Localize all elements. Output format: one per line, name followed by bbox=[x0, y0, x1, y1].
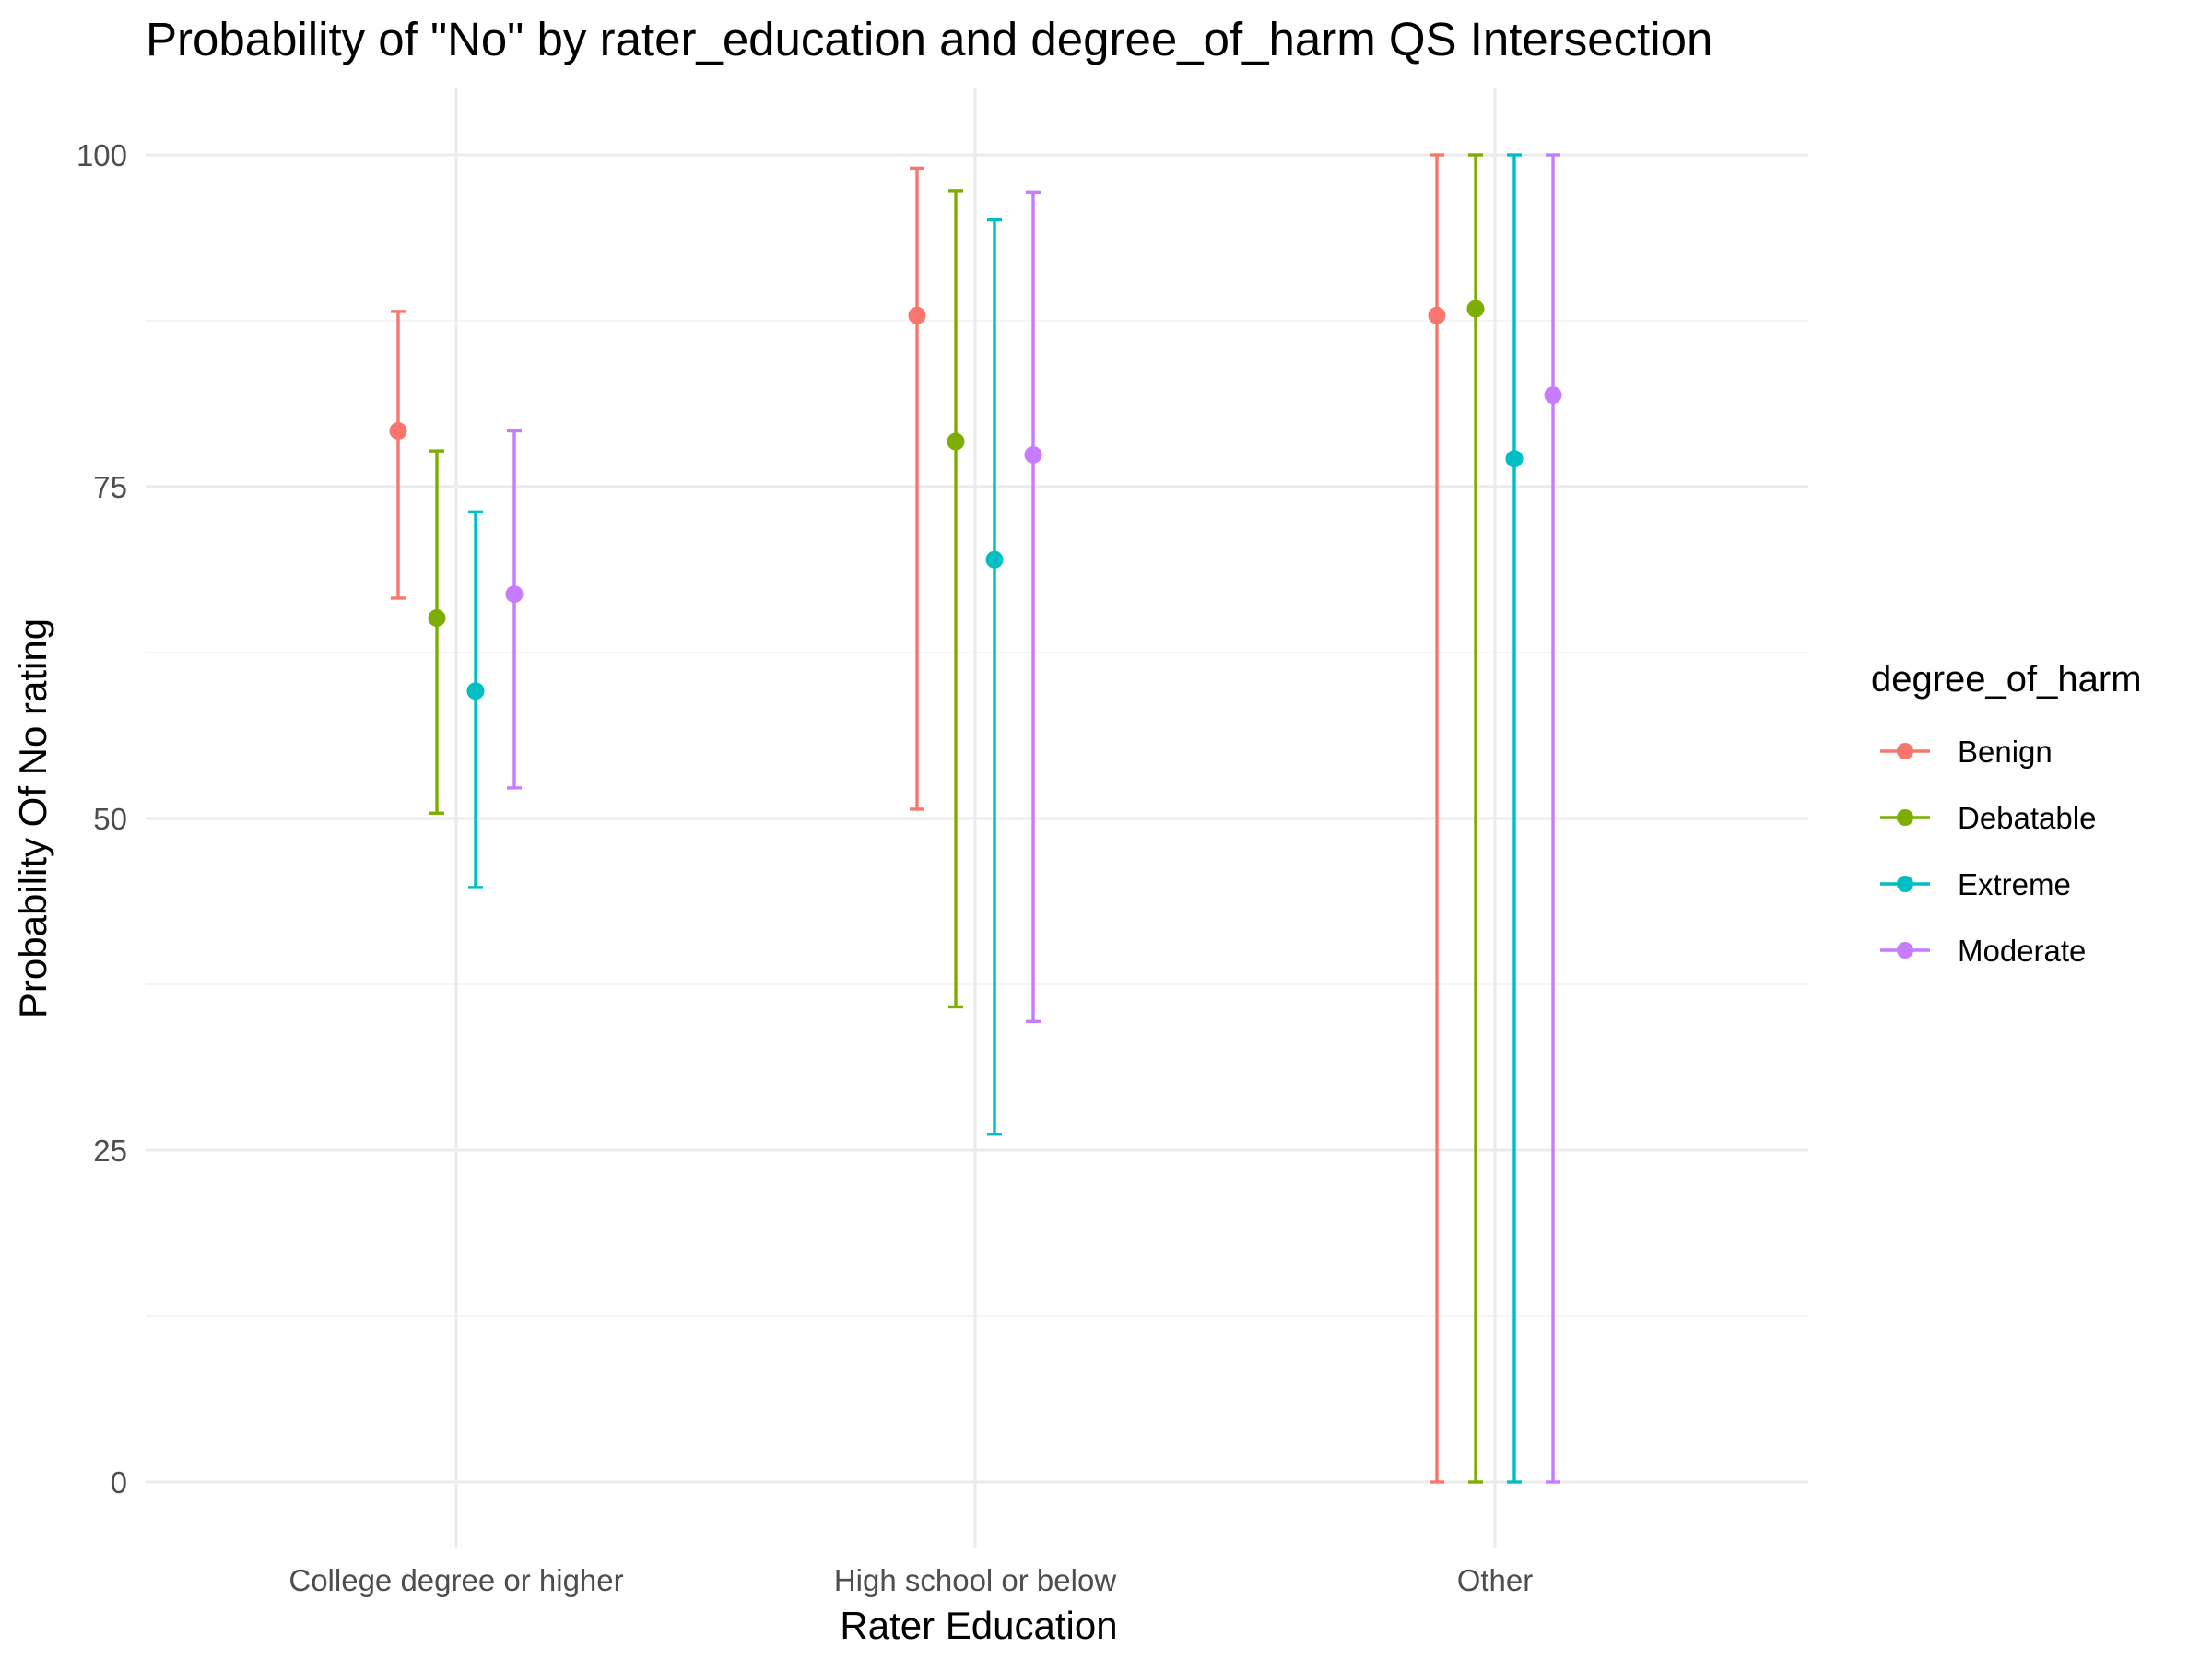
x-tick-labels: College degree or higher High school or b… bbox=[288, 1563, 1533, 1597]
legend-item-extreme: Extreme bbox=[1880, 867, 2071, 901]
data-point bbox=[908, 306, 926, 324]
legend-key-point bbox=[1897, 876, 1913, 892]
legend-key-point bbox=[1897, 942, 1913, 959]
series-benign bbox=[389, 153, 1446, 1484]
series-moderate bbox=[505, 153, 1562, 1484]
legend-label: Moderate bbox=[1958, 934, 2086, 968]
data-point bbox=[428, 609, 446, 628]
data-point bbox=[1466, 300, 1485, 318]
chart-marks bbox=[389, 153, 1562, 1484]
legend-label: Benign bbox=[1958, 735, 2053, 769]
data-point bbox=[1428, 306, 1446, 324]
y-tick-label: 75 bbox=[93, 470, 127, 504]
series-extreme bbox=[466, 153, 1524, 1484]
x-tick-label: Other bbox=[1457, 1563, 1534, 1597]
data-point bbox=[1505, 450, 1524, 468]
data-point bbox=[389, 422, 407, 441]
legend-item-benign: Benign bbox=[1880, 735, 2053, 769]
chart-title: Probability of "No" by rater_education a… bbox=[146, 13, 1712, 65]
x-tick-label: College degree or higher bbox=[288, 1563, 623, 1597]
data-point bbox=[985, 550, 1004, 569]
legend-key-point bbox=[1897, 809, 1913, 826]
data-point bbox=[466, 682, 485, 700]
legend-item-debatable: Debatable bbox=[1880, 801, 2096, 835]
y-tick-label: 0 bbox=[111, 1465, 127, 1500]
y-tick-label: 100 bbox=[76, 138, 127, 172]
y-tick-label: 25 bbox=[93, 1134, 127, 1168]
legend-item-moderate: Moderate bbox=[1880, 934, 2086, 968]
legend: degree_of_harm Benign Debatable Extreme Mod… bbox=[1871, 659, 2142, 968]
legend-title: degree_of_harm bbox=[1871, 659, 2142, 700]
data-point bbox=[1024, 445, 1042, 464]
y-tick-label: 50 bbox=[93, 802, 127, 836]
data-point bbox=[505, 585, 524, 604]
legend-key-point bbox=[1897, 743, 1913, 759]
grid bbox=[146, 88, 1808, 1548]
legend-label: Debatable bbox=[1958, 801, 2096, 835]
y-axis-title: Probability Of No rating bbox=[11, 618, 54, 1018]
legend-label: Extreme bbox=[1958, 867, 2071, 901]
data-point bbox=[947, 432, 965, 451]
series-debatable bbox=[428, 153, 1485, 1484]
x-tick-label: High school or below bbox=[834, 1563, 1116, 1597]
y-tick-labels: 0 25 50 75 100 bbox=[76, 138, 127, 1500]
data-point bbox=[1544, 386, 1562, 405]
x-axis-title: Rater Education bbox=[840, 1604, 1117, 1647]
